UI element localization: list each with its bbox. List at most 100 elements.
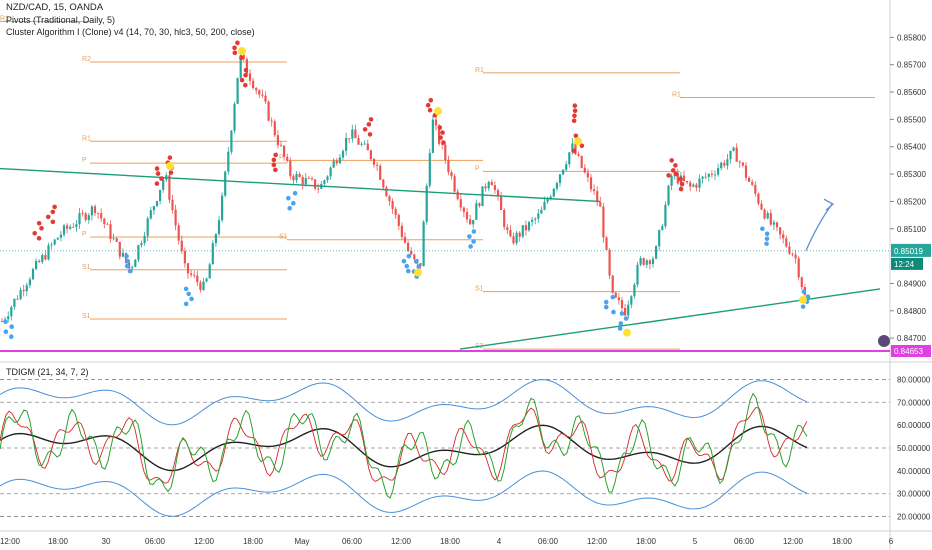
price-tick-label: 0.85800	[897, 33, 926, 42]
candle-body	[242, 54, 245, 60]
osc-tick-label: 30.00000	[897, 490, 931, 499]
osc-tick-label: 20.00000	[897, 513, 931, 522]
candle-body	[630, 296, 633, 305]
candle-body	[121, 252, 124, 257]
candle-body	[84, 213, 87, 220]
candle-body	[410, 250, 413, 255]
candle-body	[162, 179, 165, 190]
signal-dot-sell	[232, 45, 237, 51]
signal-dot-buy	[287, 205, 292, 211]
candle-body	[199, 282, 202, 291]
pivots-legend[interactable]: Pivots (Traditional, Daily, 5)	[6, 15, 116, 25]
signal-dot-buy	[764, 241, 769, 247]
time-tick-label: 12:00	[783, 537, 804, 546]
signal-dot-sell	[573, 133, 579, 139]
candle-body	[574, 143, 577, 155]
signal-dot-sell	[273, 167, 278, 173]
candle-body	[462, 207, 465, 212]
candle-body	[472, 219, 475, 225]
signal-dot-strong	[623, 328, 631, 337]
candle-body	[87, 215, 90, 220]
candle-body	[112, 238, 115, 240]
price-tick-label: 0.84700	[897, 334, 926, 343]
signal-dot-sell	[673, 163, 678, 168]
candle-body	[214, 234, 217, 244]
candle-body	[211, 243, 214, 265]
candle-body	[741, 162, 744, 166]
signal-dot-buy	[183, 301, 189, 307]
candle-body	[382, 179, 385, 188]
candle-body	[66, 225, 69, 229]
candle-body	[624, 307, 627, 316]
candle-body	[394, 209, 397, 215]
signal-dot-strong	[414, 268, 422, 277]
candle-body	[636, 264, 639, 285]
candle-body	[78, 213, 81, 225]
candle-body	[670, 175, 673, 186]
time-tick-label: 06:00	[538, 537, 559, 546]
candle-body	[221, 195, 224, 221]
time-tick-label: 18:00	[440, 537, 461, 546]
candle-body	[422, 221, 425, 267]
candle-body	[100, 213, 103, 219]
candle-body	[568, 152, 571, 165]
candle-body	[53, 239, 56, 245]
pivot-label: S1	[475, 286, 484, 293]
candle-body	[444, 144, 447, 160]
signal-dot-buy	[3, 319, 8, 325]
time-tick-label: 12:00	[0, 537, 21, 546]
signal-dot-buy	[291, 200, 296, 206]
candle-body	[729, 150, 732, 160]
signal-dot-buy	[467, 234, 472, 239]
candle-body	[261, 94, 264, 96]
candle-body	[512, 236, 515, 244]
candle-body	[487, 181, 490, 189]
candle-body	[31, 269, 35, 280]
time-tick-label: 18:00	[636, 537, 657, 546]
candle-body	[338, 157, 341, 164]
tdigm-legend[interactable]: TDIGM (21, 34, 7, 2)	[6, 367, 89, 377]
signal-dot-sell	[159, 176, 164, 181]
signal-dot-buy	[603, 299, 609, 305]
osc-rsi-line	[0, 392, 808, 499]
candle-body	[732, 147, 735, 151]
candle-body	[385, 187, 388, 197]
time-tick-label: 06:00	[342, 537, 363, 546]
candle-body	[788, 246, 791, 254]
candle-body	[38, 260, 41, 263]
candle-body	[137, 245, 140, 260]
symbol-title[interactable]: NZD/CAD, 15, OANDA	[6, 2, 104, 13]
candle-body	[558, 174, 562, 184]
price-tick-label: 0.85300	[897, 170, 926, 179]
candle-body	[723, 162, 726, 166]
candle-body	[543, 201, 546, 210]
signal-dot-sell	[366, 122, 372, 127]
candle-body	[456, 191, 459, 200]
candle-body	[397, 214, 400, 226]
candle-body	[627, 304, 630, 316]
candle-body	[286, 156, 289, 161]
candle-body	[7, 316, 10, 320]
time-tick-label: 12:00	[391, 537, 412, 546]
candle-body	[583, 167, 586, 173]
candle-body	[193, 274, 196, 276]
candle-body	[757, 193, 760, 204]
candle-body	[298, 174, 301, 178]
signal-dot-buy	[8, 334, 14, 340]
candle-body	[667, 185, 670, 205]
candle-body	[357, 138, 360, 145]
candle-body	[794, 254, 797, 259]
candle-body	[419, 263, 422, 267]
cluster-legend[interactable]: Cluster Algorithm I (Clone) v4 (14, 70, …	[6, 27, 255, 37]
candle-body	[10, 307, 13, 317]
candle-body	[310, 178, 314, 180]
signal-dot-buy	[623, 316, 629, 321]
candle-body	[332, 160, 335, 168]
candle-body	[608, 249, 611, 276]
time-tick-label: 18:00	[48, 537, 69, 546]
time-tick-label: 06:00	[734, 537, 755, 546]
candle-body	[726, 159, 729, 166]
time-tick-label: 12:00	[194, 537, 215, 546]
candle-body	[769, 213, 772, 225]
